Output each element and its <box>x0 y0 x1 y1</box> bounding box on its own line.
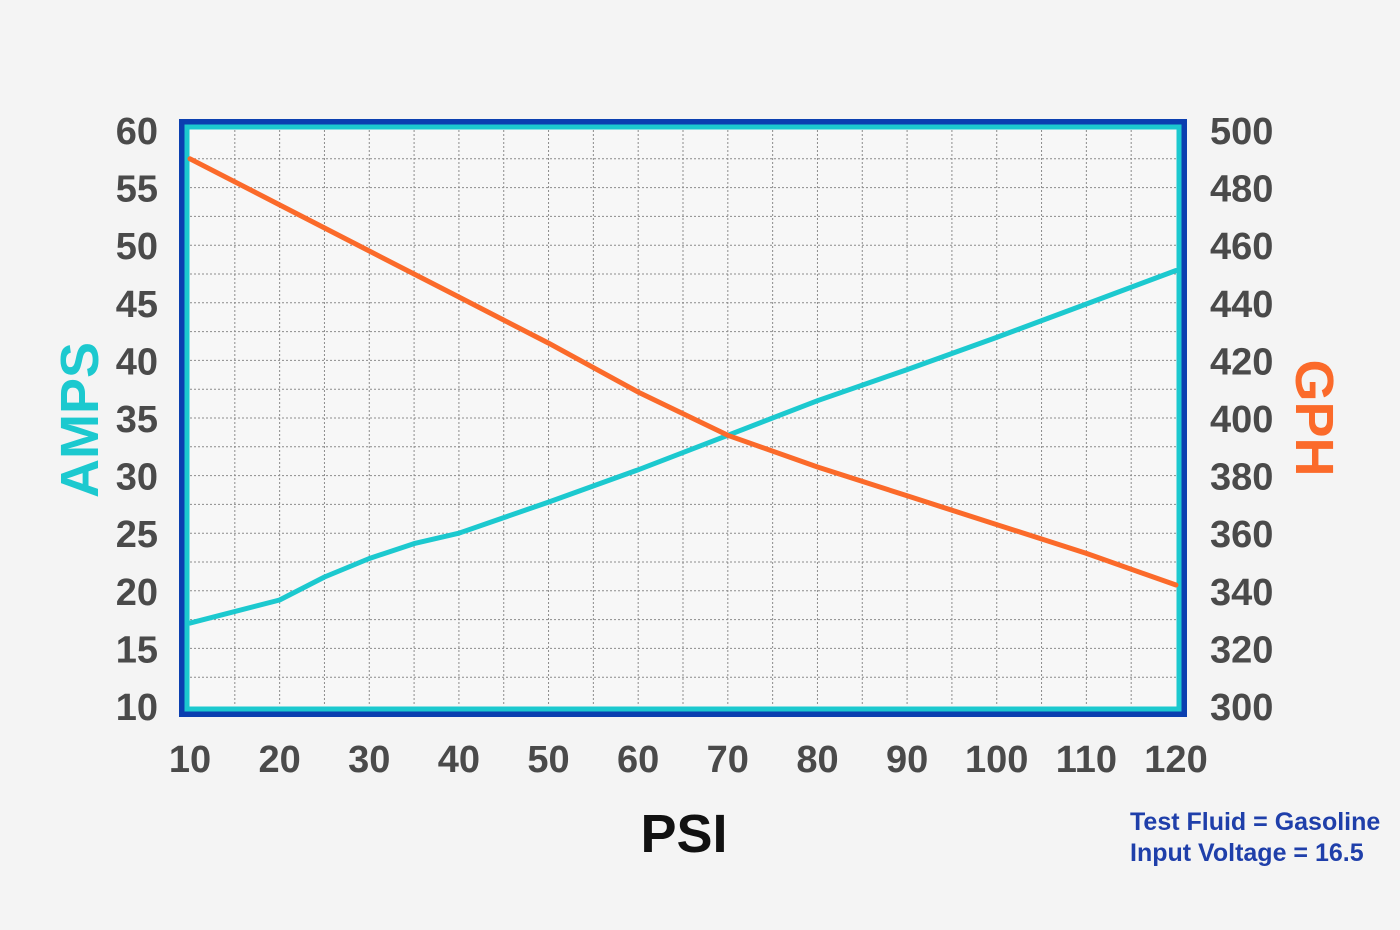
x-tick-label: 60 <box>617 739 659 781</box>
left-tick-label: 20 <box>116 572 158 614</box>
left-tick-label: 15 <box>116 629 158 671</box>
x-tick-label: 80 <box>796 739 838 781</box>
x-tick-label: 50 <box>527 739 569 781</box>
left-tick-label: 10 <box>116 687 158 729</box>
right-tick-label: 500 <box>1210 111 1273 153</box>
right-tick-label: 320 <box>1210 629 1273 671</box>
left-tick-label: 40 <box>116 341 158 383</box>
test-fluid-note: Test Fluid = Gasoline <box>1130 808 1380 836</box>
right-tick-label: 380 <box>1210 457 1273 499</box>
input-voltage-note: Input Voltage = 16.5 <box>1130 839 1364 867</box>
left-tick-label: 60 <box>116 111 158 153</box>
x-tick-label: 40 <box>438 739 480 781</box>
series-lines <box>187 156 1179 626</box>
series-line-amps <box>187 268 1179 626</box>
left-axis-ticks: 60 55 50 45 40 35 30 25 20 15 10 <box>116 111 158 729</box>
x-tick-label: 90 <box>886 739 928 781</box>
x-axis-ticks: 10 20 30 40 50 60 70 80 90 100 110 120 <box>169 739 1208 781</box>
left-tick-label: 50 <box>116 226 158 268</box>
series-line-gph <box>187 156 1179 588</box>
right-axis-title: GPH <box>1284 359 1344 476</box>
left-tick-label: 25 <box>116 514 158 556</box>
x-tick-label: 120 <box>1144 739 1207 781</box>
right-tick-label: 340 <box>1210 572 1273 614</box>
right-tick-label: 300 <box>1210 687 1273 729</box>
x-axis-title: PSI <box>640 804 727 864</box>
left-tick-label: 30 <box>116 457 158 499</box>
right-tick-label: 480 <box>1210 169 1273 211</box>
right-axis-ticks: 500 480 460 440 420 400 380 360 340 320 300 <box>1210 111 1273 729</box>
left-axis-title: AMPS <box>50 342 110 498</box>
x-tick-label: 110 <box>1056 739 1117 781</box>
grid <box>190 130 1176 706</box>
right-tick-label: 400 <box>1210 399 1273 441</box>
x-tick-label: 30 <box>348 739 390 781</box>
right-tick-label: 360 <box>1210 514 1273 556</box>
left-tick-label: 35 <box>116 399 158 441</box>
left-tick-label: 55 <box>116 169 158 211</box>
right-tick-label: 440 <box>1210 284 1273 326</box>
left-tick-label: 45 <box>116 284 158 326</box>
x-tick-label: 20 <box>258 739 300 781</box>
right-tick-label: 460 <box>1210 226 1273 268</box>
right-tick-label: 420 <box>1210 341 1273 383</box>
x-tick-label: 100 <box>965 739 1028 781</box>
x-tick-label: 10 <box>169 739 211 781</box>
x-tick-label: 70 <box>707 739 749 781</box>
